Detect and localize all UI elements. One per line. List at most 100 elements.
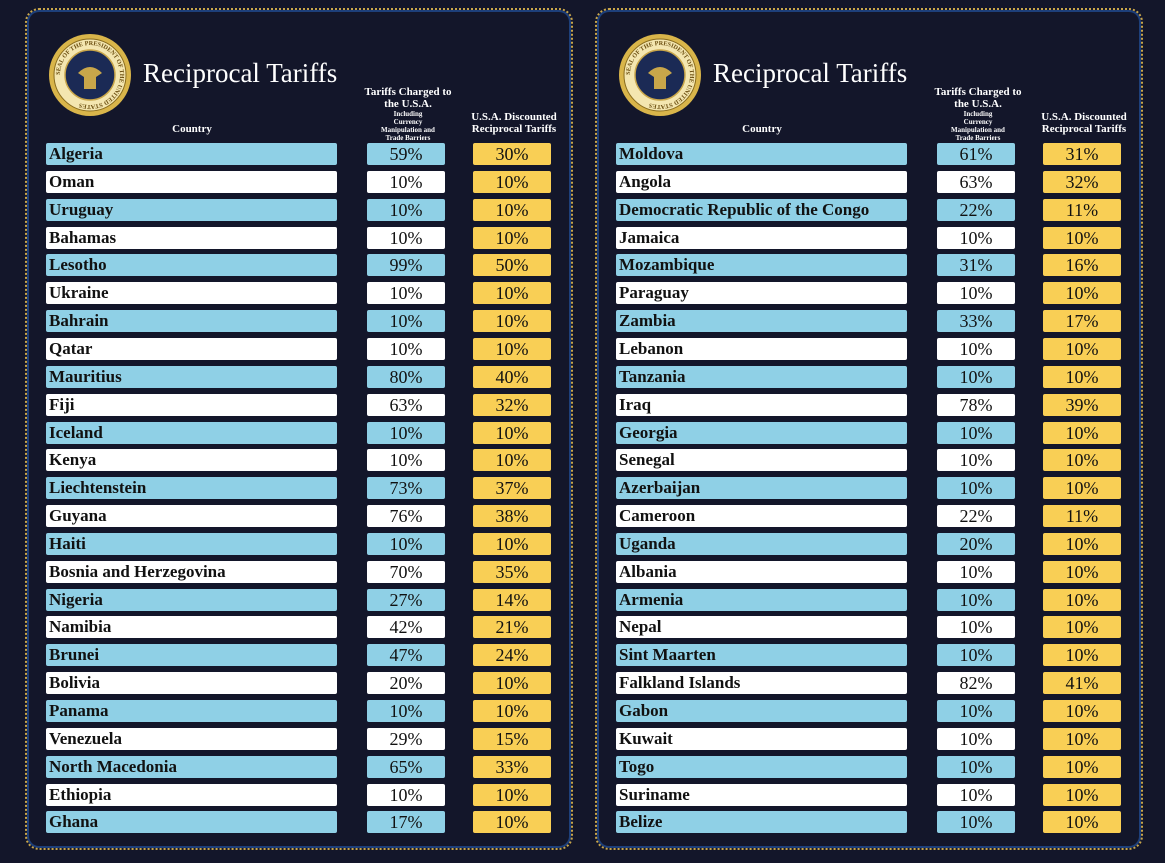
country-cell: Jamaica [616,226,907,249]
tariff-charged-cell: 10% [937,560,1015,583]
tariff-charged-cell: 10% [937,644,1015,667]
tariff-charged-cell: 59% [367,143,445,165]
country-cell: Bahamas [46,226,337,249]
tariff-charged-cell: 10% [937,783,1015,806]
country-cell: Bosnia and Herzegovina [46,560,337,583]
country-cell: Uganda [616,532,907,555]
reciprocal-tariff-cell: 10% [473,337,551,360]
tariff-charged-cell: 17% [367,811,445,834]
tariff-charged-cell: 10% [367,783,445,806]
reciprocal-tariff-cell: 10% [1043,282,1121,305]
title: Reciprocal Tariffs [143,58,338,88]
reciprocal-tariff-cell: 41% [1043,672,1121,695]
country-cell: Algeria [46,143,337,165]
reciprocal-tariff-cell: 10% [1043,337,1121,360]
reciprocal-tariff-cell: 10% [473,532,551,555]
tariff-charged-cell: 78% [937,393,1015,416]
reciprocal-tariff-cell: 10% [1043,616,1121,639]
country-cell: Armenia [616,588,907,611]
tariff-charged-cell: 82% [937,672,1015,695]
reciprocal-tariff-cell: 10% [473,672,551,695]
tariff-charged-cell: 63% [367,393,445,416]
country-cell: Azerbaijan [616,477,907,500]
country-cell: Nepal [616,616,907,639]
reciprocal-tariff-cell: 11% [1043,198,1121,221]
reciprocal-tariff-cell: 10% [1043,588,1121,611]
tariff-charged-cell: 10% [367,310,445,333]
header-tariffs: Tariffs Charged to the U.S.A. Including C… [928,86,1028,142]
reciprocal-tariff-cell: 33% [473,755,551,778]
tariff-charged-cell: 10% [367,449,445,472]
tariff-charged-cell: 10% [367,337,445,360]
header-country: Country [172,123,212,135]
reciprocal-tariff-cell: 37% [473,477,551,500]
country-cell: Belize [616,811,907,834]
country-cell: Senegal [616,449,907,472]
country-cell: Sint Maarten [616,644,907,667]
reciprocal-tariff-cell: 10% [1043,477,1121,500]
country-cell: Oman [46,170,337,193]
reciprocal-tariff-cell: 10% [473,198,551,221]
reciprocal-tariff-cell: 16% [1043,254,1121,277]
tariff-charged-cell: 10% [367,198,445,221]
country-cell: Gabon [616,700,907,722]
tariff-charged-cell: 99% [367,254,445,277]
reciprocal-tariff-cell: 10% [473,310,551,333]
country-cell: Liechtenstein [46,477,337,500]
country-cell: Mauritius [46,365,337,388]
country-cell: Ghana [46,811,337,834]
reciprocal-tariff-cell: 10% [473,811,551,834]
tariff-charged-cell: 70% [367,560,445,583]
reciprocal-tariff-cell: 10% [1043,755,1121,778]
title: Reciprocal Tariffs [713,58,908,88]
country-cell: Georgia [616,421,907,444]
country-cell: Nigeria [46,588,337,611]
country-cell: Haiti [46,532,337,555]
country-cell: Paraguay [616,282,907,305]
seal: SEAL OF THE PRESIDENT OF THE UNITED STAT… [49,34,131,116]
reciprocal-tariff-cell: 31% [1043,143,1121,165]
tariff-charged-cell: 10% [937,365,1015,388]
table-panel: SEAL OF THE PRESIDENT OF THE UNITED STAT… [595,8,1143,850]
reciprocal-tariff-cell: 14% [473,588,551,611]
reciprocal-tariff-cell: 30% [473,143,551,165]
country-cell: Bolivia [46,672,337,695]
header-tariffs-title: Tariffs Charged to the U.S.A. [934,86,1022,110]
country-cell: Kenya [46,449,337,472]
tariff-charged-cell: 65% [367,755,445,778]
tariff-charged-cell: 10% [367,421,445,444]
reciprocal-tariff-cell: 10% [473,449,551,472]
tariff-charged-cell: 22% [937,198,1015,221]
tariff-charged-cell: 10% [367,700,445,722]
tariff-charged-cell: 73% [367,477,445,500]
reciprocal-tariff-cell: 10% [473,226,551,249]
reciprocal-tariff-cell: 15% [473,727,551,750]
reciprocal-tariff-cell: 10% [1043,532,1121,555]
reciprocal-tariff-cell: 40% [473,365,551,388]
country-cell: Panama [46,700,337,722]
tariff-charged-cell: 76% [367,505,445,528]
country-cell: Ethiopia [46,783,337,806]
tariff-charged-cell: 10% [937,700,1015,722]
country-cell: Togo [616,755,907,778]
reciprocal-tariff-cell: 10% [1043,560,1121,583]
reciprocal-tariff-cell: 10% [473,282,551,305]
reciprocal-tariff-cell: 10% [473,421,551,444]
reciprocal-tariff-cell: 38% [473,505,551,528]
country-cell: Falkland Islands [616,672,907,695]
reciprocal-tariff-cell: 10% [1043,783,1121,806]
tariff-charged-cell: 10% [937,755,1015,778]
tariff-charged-cell: 10% [937,421,1015,444]
reciprocal-tariff-cell: 10% [473,783,551,806]
tariff-charged-cell: 31% [937,254,1015,277]
tariff-charged-cell: 10% [937,727,1015,750]
country-cell: Bahrain [46,310,337,333]
country-cell: Ukraine [46,282,337,305]
reciprocal-tariff-cell: 10% [1043,226,1121,249]
country-cell: Venezuela [46,727,337,750]
reciprocal-tariff-cell: 10% [473,170,551,193]
tariff-charged-cell: 10% [367,282,445,305]
tariff-charged-cell: 10% [367,532,445,555]
reciprocal-tariff-cell: 10% [1043,644,1121,667]
